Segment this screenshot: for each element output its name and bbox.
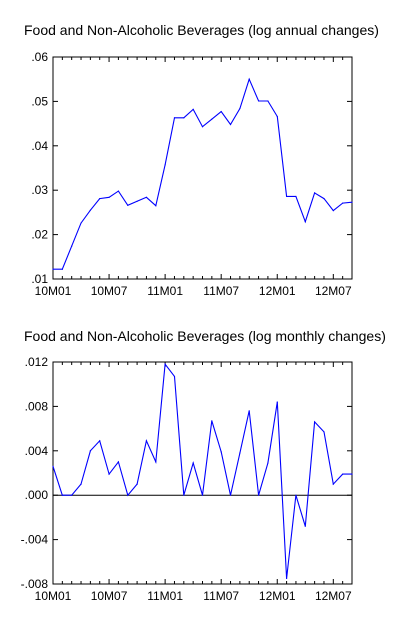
annual-data-point — [257, 100, 260, 102]
monthly-data-point — [108, 473, 110, 475]
monthly-data-point — [342, 473, 344, 475]
annual-data-point — [164, 164, 166, 166]
annual-ytick-label: .05 — [31, 94, 48, 108]
monthly-xtick-label: 11M07 — [203, 589, 239, 603]
monthly-data-point — [80, 483, 82, 485]
annual-data-point — [192, 108, 194, 110]
monthly-data-point — [323, 431, 325, 433]
monthly-xtick-label: 10M01 — [35, 589, 72, 603]
monthly-ytick-label: -.008 — [21, 577, 49, 591]
annual-data-point — [332, 210, 334, 212]
monthly-data-point — [145, 440, 148, 442]
chart-title-monthly: Food and Non-Alcoholic Beverages (log mo… — [24, 328, 386, 344]
annual-data-point — [342, 202, 344, 204]
annual-xtick-label: 11M07 — [203, 284, 239, 298]
annual-data-point — [155, 205, 157, 207]
monthly-data-point — [248, 410, 250, 412]
annual-changes-chart: .01 .02 .03 .04 .05 .06 10M01 10M07 11M01 11M07 12… — [31, 50, 353, 298]
monthly-data-point — [61, 494, 63, 496]
monthly-data-point — [211, 420, 213, 422]
monthly-xtick-label: 12M01 — [259, 589, 296, 603]
monthly-data-point — [285, 577, 288, 580]
annual-ytick-label: .04 — [31, 139, 48, 153]
annual-data-point — [183, 117, 185, 119]
monthly-data-point — [314, 421, 316, 423]
annual-data-point — [71, 245, 73, 247]
monthly-data-point — [173, 375, 176, 378]
annual-ytick-label: .03 — [31, 183, 48, 197]
annual-data-point — [314, 192, 316, 194]
monthly-data-point — [229, 494, 232, 496]
monthly-data-point — [239, 452, 241, 454]
monthly-ytick-label: .012 — [25, 355, 49, 369]
annual-data-point — [220, 111, 222, 113]
monthly-data-point — [71, 494, 73, 496]
annual-data-point — [89, 209, 91, 211]
monthly-data-point — [52, 465, 54, 467]
monthly-data-point — [267, 462, 269, 464]
annual-data-point — [229, 123, 232, 126]
monthly-data-point — [164, 363, 166, 365]
annual-xtick-label: 12M01 — [259, 284, 296, 298]
annual-data-point — [173, 117, 176, 119]
monthly-data-point — [192, 462, 194, 464]
annual-data-point — [239, 107, 241, 110]
monthly-data-point — [89, 450, 91, 452]
annual-data-point — [61, 268, 63, 270]
annual-xtick-label: 11M01 — [147, 284, 183, 298]
monthly-xtick-label: 10M07 — [91, 589, 128, 603]
annual-data-point — [248, 78, 250, 80]
annual-data-point — [108, 196, 110, 198]
monthly-data-point — [304, 525, 306, 527]
annual-data-point — [304, 221, 306, 223]
monthly-data-point — [201, 494, 204, 496]
monthly-series-line — [52, 362, 352, 579]
annual-ytick-label: .01 — [31, 272, 48, 286]
monthly-data-point — [276, 401, 278, 403]
monthly-data-point — [117, 461, 120, 463]
annual-ytick-label: .06 — [31, 50, 48, 64]
annual-data-point — [99, 198, 101, 200]
monthly-data-point — [127, 494, 129, 496]
annual-data-point — [295, 195, 297, 198]
annual-data-point — [285, 195, 288, 198]
monthly-ytick-label: .008 — [25, 399, 49, 413]
monthly-ytick-label: .004 — [25, 444, 49, 458]
monthly-data-point — [351, 473, 353, 475]
annual-data-point — [52, 268, 54, 270]
monthly-ytick-label: -.004 — [21, 533, 49, 547]
annual-data-point — [323, 198, 325, 200]
annual-data-point — [276, 115, 278, 118]
annual-xtick-label: 12M07 — [315, 284, 352, 298]
annual-data-point — [201, 126, 204, 128]
monthly-data-point — [99, 440, 101, 442]
annual-data-point — [267, 100, 269, 102]
monthly-plot-frame — [52, 361, 353, 585]
annual-data-point — [136, 200, 138, 202]
monthly-data-point — [295, 494, 297, 496]
annual-data-point — [80, 222, 82, 224]
annual-data-point — [211, 118, 213, 120]
monthly-data-point — [183, 494, 185, 496]
monthly-data-point — [136, 483, 138, 485]
monthly-data-point — [220, 451, 222, 453]
annual-data-point — [117, 190, 120, 192]
monthly-data-point — [257, 494, 260, 496]
annual-xtick-label: 10M07 — [91, 284, 128, 298]
monthly-ytick-label: .000 — [25, 488, 49, 502]
chart-title-annual: Food and Non-Alcoholic Beverages (log an… — [24, 22, 379, 38]
monthly-data-point — [155, 461, 157, 463]
monthly-xtick-label: 12M07 — [315, 589, 352, 603]
monthly-xtick-label: 11M01 — [147, 589, 183, 603]
monthly-data-point — [332, 483, 334, 485]
annual-data-point — [127, 204, 129, 206]
annual-xtick-label: 10M01 — [35, 284, 72, 298]
annual-ytick-label: .02 — [31, 228, 48, 242]
annual-data-point — [145, 196, 148, 198]
annual-data-point — [351, 201, 353, 203]
